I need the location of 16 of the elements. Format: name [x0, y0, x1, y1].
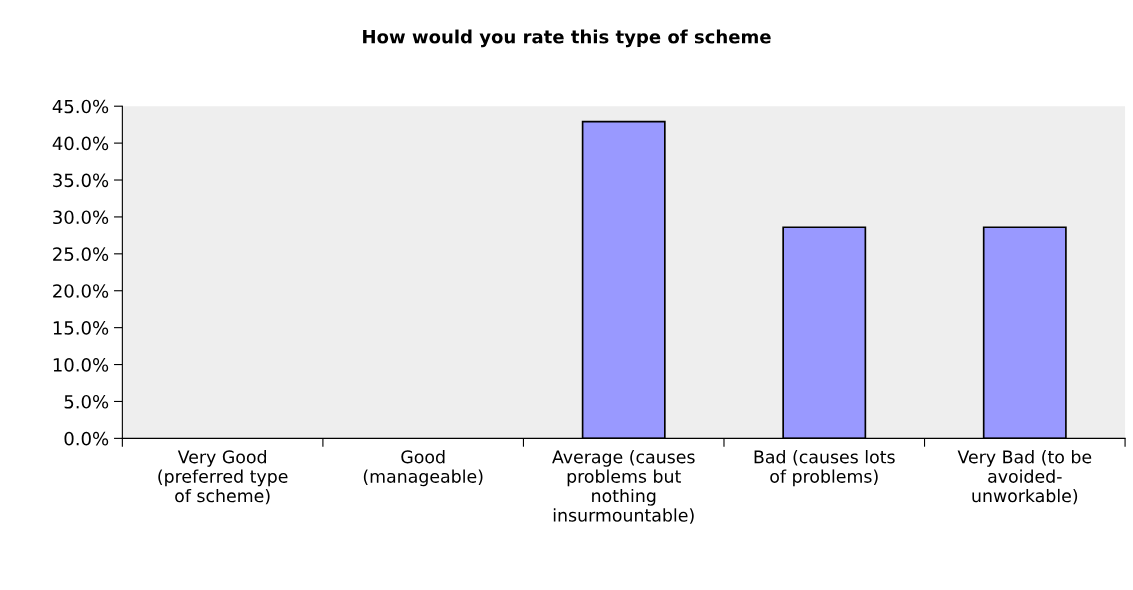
- y-tick-label: 35.0%: [53, 173, 109, 188]
- y-tick-label: 5.0%: [64, 394, 109, 409]
- y-tick-label: 20.0%: [53, 284, 109, 298]
- y-tick-label: 40.0%: [52, 136, 109, 151]
- y-tick-label: 10.0%: [53, 358, 109, 372]
- y-tick-label: 30.0%: [53, 210, 109, 225]
- y-tick-label: 15.0%: [53, 321, 109, 335]
- y-tick-label: 0.0%: [64, 431, 109, 446]
- x-tick-label: Good (manageable): [363, 450, 483, 487]
- x-tick-label: Very Bad (to be avoided- unworkable): [957, 450, 1092, 505]
- x-tick-label: Average (causes problems but nothing insurmountable): [552, 450, 695, 524]
- y-tick-label: 45.0%: [52, 99, 109, 114]
- x-tick-label: Very Good (preferred type of scheme): [158, 450, 288, 505]
- y-tick-label: 25.0%: [53, 247, 109, 261]
- chart-title: How would you rate this type of scheme: [363, 29, 771, 48]
- x-tick-label: Bad (causes lots of problems): [754, 450, 895, 487]
